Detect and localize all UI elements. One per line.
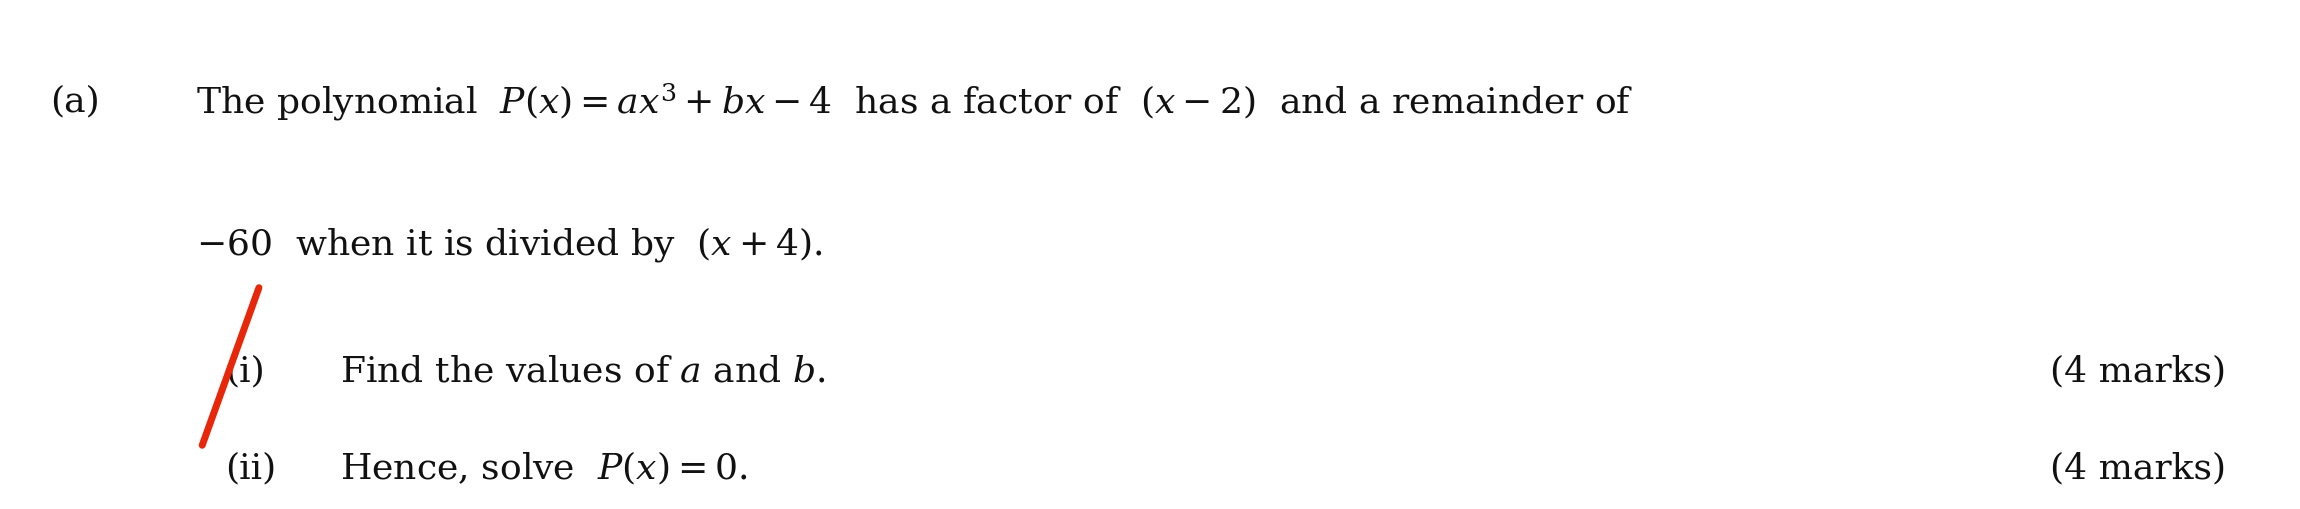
- Text: (ii): (ii): [225, 451, 276, 485]
- Text: The polynomial  $P(x) = ax^3 + bx - 4$  has a factor of  $(x - 2)$  and a remain: The polynomial $P(x) = ax^3 + bx - 4$ ha…: [196, 81, 1633, 123]
- Text: $-60$  when it is divided by  $(x + 4)$.: $-60$ when it is divided by $(x + 4)$.: [196, 225, 821, 264]
- Text: (i): (i): [225, 355, 264, 388]
- Text: Hence, solve  $P(x) = 0$.: Hence, solve $P(x) = 0$.: [340, 450, 748, 487]
- Text: Find the values of $a$ and $b$.: Find the values of $a$ and $b$.: [340, 355, 826, 388]
- Text: (a): (a): [51, 85, 101, 119]
- Text: (4 marks): (4 marks): [2049, 355, 2226, 388]
- Text: (4 marks): (4 marks): [2049, 451, 2226, 485]
